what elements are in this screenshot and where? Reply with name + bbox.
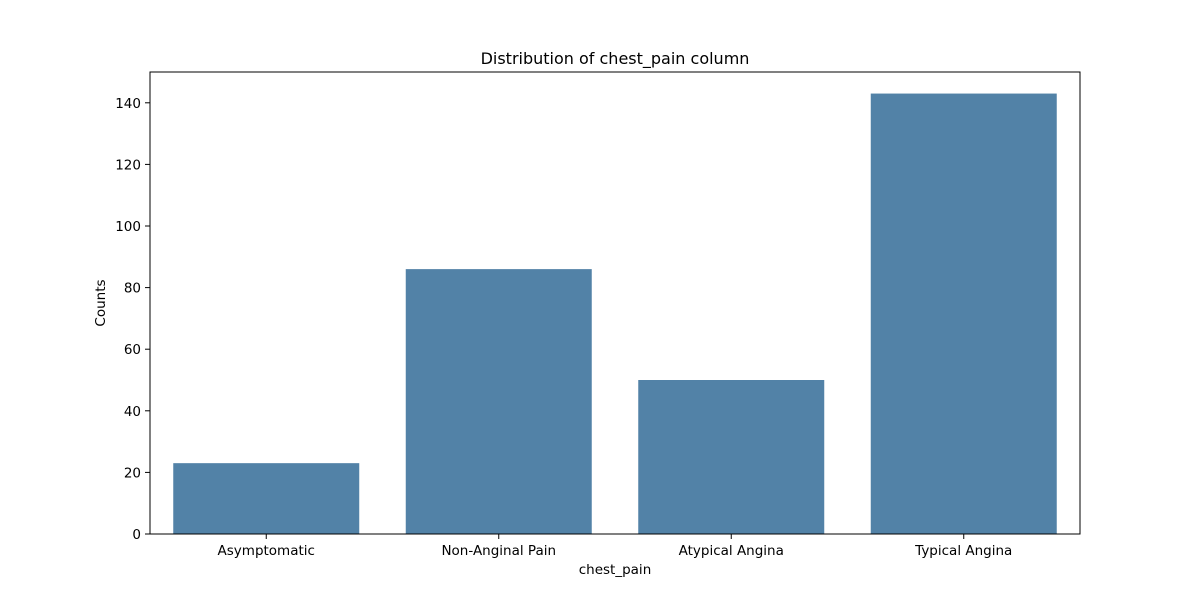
y-tick-label-6: 120 bbox=[115, 157, 141, 173]
x-axis-label: chest_pain bbox=[579, 562, 652, 578]
y-axis-label: Counts bbox=[93, 279, 109, 326]
x-axis-ticks: Asymptomatic Non-Anginal Pain Atypical Ang… bbox=[218, 534, 1012, 559]
bars-group bbox=[173, 93, 1057, 534]
y-tick-label-3: 60 bbox=[124, 342, 141, 358]
x-tick-label-0: Asymptomatic bbox=[218, 543, 315, 559]
y-tick-label-0: 0 bbox=[132, 527, 141, 543]
y-tick-label-5: 100 bbox=[115, 219, 141, 235]
y-tick-label-1: 20 bbox=[124, 465, 141, 481]
y-tick-label-7: 140 bbox=[115, 96, 141, 112]
x-tick-label-3: Typical Angina bbox=[914, 543, 1012, 559]
y-tick-label-2: 40 bbox=[124, 404, 141, 420]
x-tick-label-1: Non-Anginal Pain bbox=[441, 543, 556, 559]
chart-title: Distribution of chest_pain column bbox=[481, 49, 750, 69]
plot-frame bbox=[149, 71, 1081, 535]
x-tick-label-2: Atypical Angina bbox=[679, 543, 784, 559]
bar-3 bbox=[870, 93, 1057, 534]
bar-1 bbox=[405, 269, 592, 534]
bar-2 bbox=[638, 380, 825, 534]
bar-0 bbox=[173, 463, 360, 534]
y-axis-ticks: 0 20 40 60 80 100 120 140 bbox=[115, 96, 150, 543]
y-tick-label-4: 80 bbox=[124, 281, 141, 297]
